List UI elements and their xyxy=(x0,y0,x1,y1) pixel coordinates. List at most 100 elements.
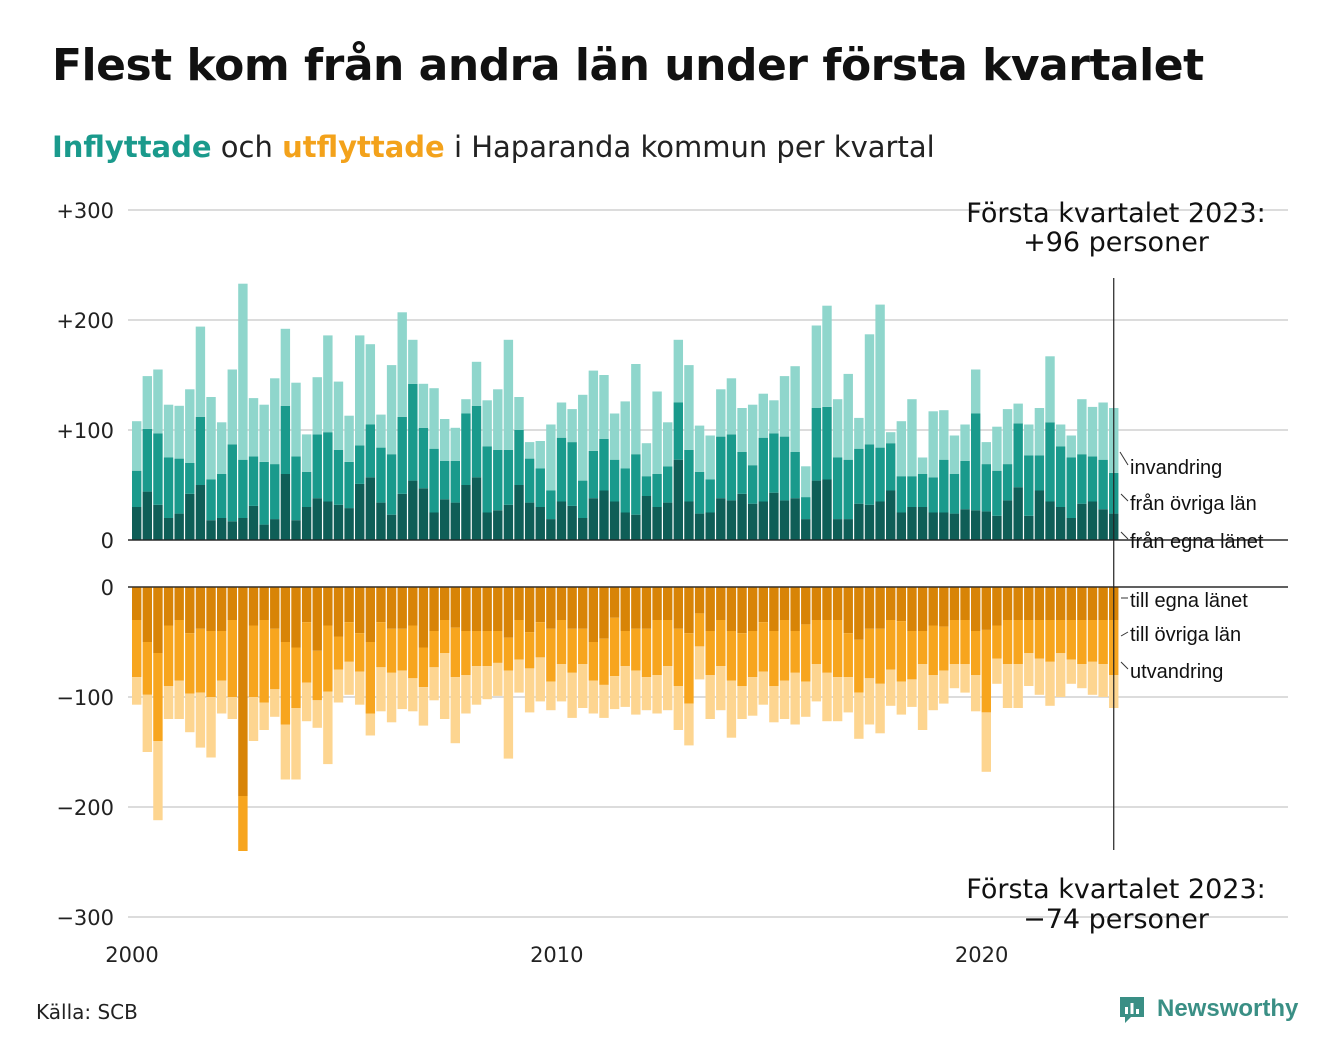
newsworthy-logo-icon xyxy=(1120,997,1144,1023)
bar-ut-egna-lanet xyxy=(461,587,471,631)
bar-in-ovriga-lan xyxy=(790,452,800,499)
bar-in-invandring xyxy=(535,441,545,469)
x-tick-label: 2020 xyxy=(955,943,1008,967)
y-tick-label: −100 xyxy=(56,686,114,710)
bar-in-egna-lanet xyxy=(567,505,577,540)
bar-in-invandring xyxy=(1077,399,1087,455)
bar-ut-utvandring xyxy=(524,668,535,713)
brand-name: Newsworthy xyxy=(1157,995,1299,1022)
bar-in-ovriga-lan xyxy=(386,454,397,515)
bar-ut-ovriga-lan xyxy=(174,620,184,681)
bar-ut-ovriga-lan xyxy=(578,628,588,664)
bar-in-invandring xyxy=(896,421,907,477)
bar-ut-ovriga-lan xyxy=(1055,620,1066,653)
bar-in-egna-lanet xyxy=(620,512,630,540)
bar-in-egna-lanet xyxy=(970,510,981,540)
bar-ut-ovriga-lan xyxy=(1045,620,1055,662)
bar-in-ovriga-lan xyxy=(896,476,907,513)
bar-in-invandring xyxy=(450,427,460,461)
series-label-leader xyxy=(1120,493,1129,502)
bar-ut-ovriga-lan xyxy=(716,620,726,667)
bar-ut-egna-lanet xyxy=(779,587,790,620)
bar-ut-egna-lanet xyxy=(567,587,577,629)
bar-ut-egna-lanet xyxy=(1098,587,1108,620)
bar-ut-egna-lanet xyxy=(673,587,684,629)
bar-in-egna-lanet xyxy=(716,498,726,540)
brand-logo[interactable]: Newsworthy xyxy=(1117,994,1298,1024)
bar-ut-ovriga-lan xyxy=(418,647,429,688)
bar-ut-ovriga-lan xyxy=(747,631,758,678)
bar-ut-utvandring xyxy=(386,672,397,723)
bar-ut-utvandring xyxy=(185,693,195,733)
bar-ut-utvandring xyxy=(344,661,354,695)
bar-ut-egna-lanet xyxy=(216,587,227,631)
bar-in-invandring xyxy=(609,413,620,460)
bar-in-ovriga-lan xyxy=(185,463,195,494)
bar-in-ovriga-lan xyxy=(1002,464,1013,501)
bar-in-ovriga-lan xyxy=(556,437,567,502)
bar-in-egna-lanet xyxy=(599,490,609,540)
bar-ut-utvandring xyxy=(673,686,684,730)
bar-in-egna-lanet xyxy=(726,500,737,540)
bar-ut-egna-lanet xyxy=(185,587,195,634)
bar-ut-ovriga-lan xyxy=(737,633,747,686)
bar-in-egna-lanet xyxy=(270,519,280,540)
source-note: Källa: SCB xyxy=(36,1000,138,1024)
bar-in-ovriga-lan xyxy=(195,416,206,485)
bar-in-ovriga-lan xyxy=(1055,446,1066,507)
bar-ut-egna-lanet xyxy=(801,587,811,625)
bar-in-egna-lanet xyxy=(779,500,790,540)
bar-ut-utvandring xyxy=(227,697,237,719)
bar-in-ovriga-lan xyxy=(524,458,535,503)
bar-ut-utvandring xyxy=(843,677,853,713)
bar-ut-ovriga-lan xyxy=(546,628,556,682)
annotation-top-line1: Första kvartalet 2023: xyxy=(966,198,1265,229)
bar-ut-utvandring xyxy=(1024,653,1034,686)
bar-in-invandring xyxy=(461,399,471,414)
bar-ut-ovriga-lan xyxy=(673,628,684,686)
bar-in-egna-lanet xyxy=(514,485,524,540)
bar-in-invandring xyxy=(673,339,684,403)
bar-in-invandring xyxy=(1098,402,1108,460)
bar-ut-utvandring xyxy=(493,662,503,696)
bar-in-egna-lanet xyxy=(790,498,800,540)
bar-in-invandring xyxy=(227,369,237,445)
bar-ut-utvandring xyxy=(1034,658,1045,695)
bar-ut-ovriga-lan xyxy=(663,620,673,667)
annotation-bottom-line2: −74 personer xyxy=(1023,904,1210,935)
bar-ut-utvandring xyxy=(439,653,450,719)
bar-in-invandring xyxy=(970,369,981,414)
bar-in-egna-lanet xyxy=(928,512,938,540)
bar-in-ovriga-lan xyxy=(801,497,811,520)
bar-in-ovriga-lan xyxy=(1087,456,1098,502)
bar-ut-utvandring xyxy=(801,681,811,717)
series-label-egna-lanet-ut: till egna länet xyxy=(1130,590,1248,612)
bar-ut-ovriga-lan xyxy=(684,633,694,704)
bar-in-invandring xyxy=(811,325,822,408)
bar-ut-utvandring xyxy=(694,646,705,680)
bar-in-invandring xyxy=(737,408,747,452)
bar-ut-egna-lanet xyxy=(376,587,386,623)
bar-in-ovriga-lan xyxy=(291,456,301,521)
bar-in-invandring xyxy=(514,397,524,430)
bar-ut-egna-lanet xyxy=(312,587,322,651)
bar-ut-egna-lanet xyxy=(344,587,354,623)
bar-in-ovriga-lan xyxy=(641,476,652,496)
bar-ut-egna-lanet xyxy=(769,587,779,631)
bar-ut-utvandring xyxy=(301,682,312,722)
bar-ut-utvandring xyxy=(355,671,365,705)
bar-in-invandring xyxy=(864,334,875,445)
bar-ut-utvandring xyxy=(376,667,386,712)
bar-in-ovriga-lan xyxy=(471,405,482,478)
bar-ut-ovriga-lan xyxy=(227,620,237,697)
bar-ut-ovriga-lan xyxy=(1077,620,1087,664)
bar-ut-egna-lanet xyxy=(854,587,864,640)
bar-ut-ovriga-lan xyxy=(248,625,259,697)
bar-in-invandring xyxy=(917,457,928,474)
bar-in-ovriga-lan xyxy=(716,436,726,499)
bar-ut-utvandring xyxy=(875,683,885,734)
bar-ut-ovriga-lan xyxy=(291,647,301,708)
bar-in-ovriga-lan xyxy=(747,465,758,504)
bar-in-invandring xyxy=(174,405,184,459)
bar-ut-utvandring xyxy=(397,670,407,710)
